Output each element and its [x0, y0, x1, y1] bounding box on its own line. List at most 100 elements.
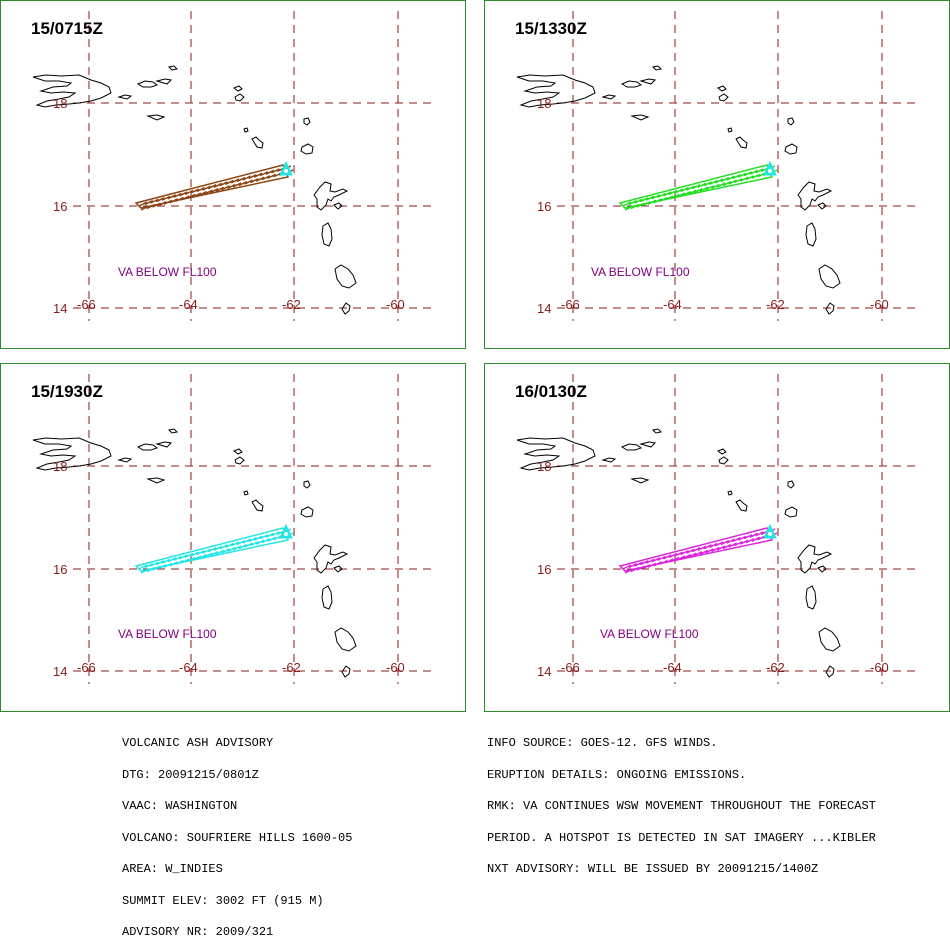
ash-hatch: [691, 547, 701, 553]
ash-hatch: [230, 541, 240, 547]
ash-hatch: [255, 539, 265, 545]
island-outline: [155, 78, 173, 85]
ash-hatch: [734, 540, 743, 547]
ash-hatch: [709, 542, 718, 549]
ash-hatch: [221, 185, 230, 191]
ash-hatch: [726, 175, 736, 181]
ash-hatch: [716, 545, 726, 551]
island-outline: [146, 114, 166, 121]
ash-hatch: [651, 194, 661, 200]
island-outline: [716, 448, 727, 455]
island-outline: [334, 627, 357, 652]
ash-hatch: [711, 183, 720, 190]
ash-hatch: [737, 535, 747, 541]
ash-hatch: [703, 544, 712, 550]
ash-hatch: [714, 541, 724, 547]
volcano-triangle: [763, 523, 777, 539]
ash-hatch: [628, 199, 638, 206]
ash-hatch: [732, 173, 741, 180]
island-outline: [620, 443, 643, 451]
ash-hatch: [150, 561, 159, 567]
island-outline: [651, 65, 663, 71]
ash-hatch: [664, 558, 674, 564]
va-label-1: VA BELOW FL100: [118, 265, 217, 279]
ash-hatch: [255, 176, 265, 182]
lat-label: 14: [53, 664, 67, 679]
ash-hatch: [271, 168, 280, 174]
ash-hatch: [720, 539, 730, 546]
ash-hatch: [157, 564, 167, 570]
advisory-header-block: VOLCANIC ASH ADVISORY DTG: 20091215/0801…: [122, 717, 352, 948]
island-outline: [167, 428, 179, 434]
ash-hatch: [697, 182, 707, 188]
island-outline: [825, 665, 835, 678]
island-outline: [516, 437, 596, 471]
ash-hatch: [745, 175, 755, 181]
ash-hatch: [755, 531, 764, 537]
ash-hatch: [705, 548, 714, 554]
ash-hatch: [244, 542, 254, 548]
ash-hatch: [659, 559, 668, 566]
island-outline: [313, 544, 349, 574]
island-outline: [735, 499, 748, 512]
ash-hatch: [693, 188, 703, 194]
ash-hatch: [628, 562, 638, 569]
island-outline: [117, 457, 133, 463]
island-outline: [787, 480, 795, 489]
ash-hatch: [749, 532, 759, 538]
lat-label: 14: [53, 301, 67, 316]
volcano-triangle: [279, 160, 293, 176]
ash-hatch: [662, 191, 672, 197]
ash-hatch: [630, 203, 640, 210]
coastline: [516, 65, 841, 315]
island-outline: [630, 477, 650, 484]
island-outline: [516, 74, 596, 108]
ash-hatch: [745, 538, 755, 544]
ash-hatch: [175, 196, 184, 203]
ash-hatch: [686, 185, 695, 191]
lat-label: 18: [53, 459, 67, 474]
ash-hatch: [622, 201, 632, 207]
ash-hatch: [163, 562, 173, 568]
remarks-line: INFO SOURCE: GOES-12. GFS WINDS.: [487, 736, 718, 750]
ash-hatch: [221, 548, 230, 554]
graticule: [557, 374, 915, 684]
island-outline: [243, 490, 249, 496]
ash-hatch: [634, 561, 643, 567]
island-outline: [136, 443, 159, 451]
ash-hatch: [639, 560, 649, 566]
ash-hatch: [688, 552, 697, 558]
island-outline: [333, 565, 343, 573]
lon-label: -66: [561, 297, 580, 312]
ash-hatch: [238, 543, 248, 550]
ash-hatch: [714, 178, 724, 184]
island-outline: [787, 117, 795, 126]
ash-hatch: [261, 175, 271, 181]
island-outline: [32, 74, 112, 108]
ash-hatch: [250, 540, 259, 547]
ash-hatch: [720, 176, 730, 183]
ash-hatch: [265, 169, 275, 175]
remarks-line: PERIOD. A HOTSPOT IS DETECTED IN SAT IMA…: [487, 830, 876, 845]
map-2: 18 16 14 -66 -64 -62 -60: [516, 11, 915, 321]
ash-hatch: [716, 182, 726, 188]
ash-hatch: [169, 561, 179, 567]
advisory-line: AREA: W_INDIES: [122, 862, 223, 876]
va-label-3: VA BELOW FL100: [118, 627, 217, 641]
ash-hatch: [204, 552, 213, 558]
ash-hatch: [155, 197, 165, 203]
forecast-panel-3: 18 16 14 -66 -64 -62 -60 15/1930Z VA BELOW FL1…: [0, 363, 466, 712]
lat-label: 18: [537, 459, 551, 474]
ash-hatch: [207, 547, 217, 553]
ash-hatch: [178, 191, 188, 197]
island-outline: [718, 456, 729, 465]
ash-hatch: [248, 173, 257, 180]
ash-hatch: [209, 551, 219, 557]
advisory-line: DTG: 20091215/0801Z: [122, 767, 259, 782]
ash-hatch: [198, 553, 207, 560]
remarks-line: ERUPTION DETAILS: ONGOING EMISSIONS.: [487, 767, 747, 782]
ash-hatch: [173, 192, 182, 199]
island-outline: [784, 506, 798, 518]
island-outline: [333, 202, 343, 210]
ash-hatch: [659, 196, 668, 203]
